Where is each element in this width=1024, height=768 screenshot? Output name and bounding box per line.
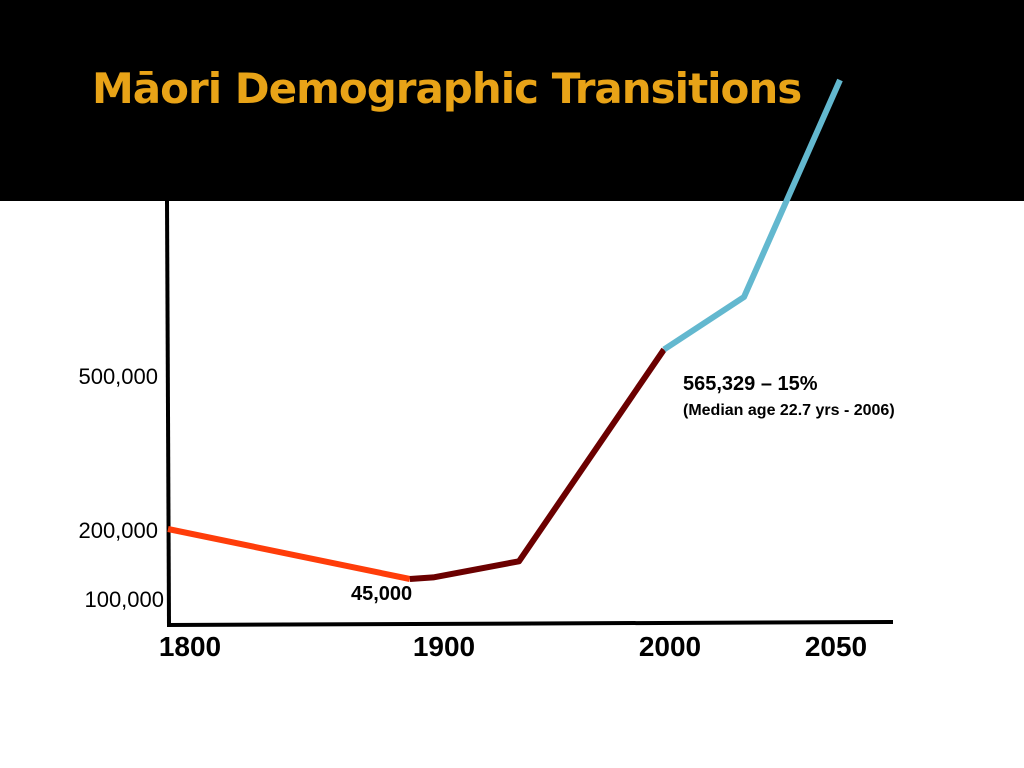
y-tick-200000: 200,000 [78,518,158,543]
series-line-3 [662,78,843,353]
x-tick-2050: 2050 [805,631,867,662]
title-bar [0,0,1024,201]
x-axis [166,620,894,627]
y-tick-100000: 100,000 [84,587,164,612]
y-tick-500000: 500,000 [78,364,158,389]
annotation-565329: 565,329 – 15% [683,373,818,395]
series-group [167,78,843,582]
series-line-2 [409,347,667,582]
slide-title: Māori Demographic Transitions [92,64,802,113]
y-axis [165,200,171,626]
x-tick-1800: 1800 [159,631,221,662]
x-tick-1900: 1900 [413,631,475,662]
annotation-45000: 45,000 [351,583,412,605]
series-line-1 [167,526,411,582]
x-tick-2000: 2000 [639,631,701,662]
chart-axes [165,200,894,627]
annotation-median-age: (Median age 22.7 yrs - 2006) [683,402,895,419]
